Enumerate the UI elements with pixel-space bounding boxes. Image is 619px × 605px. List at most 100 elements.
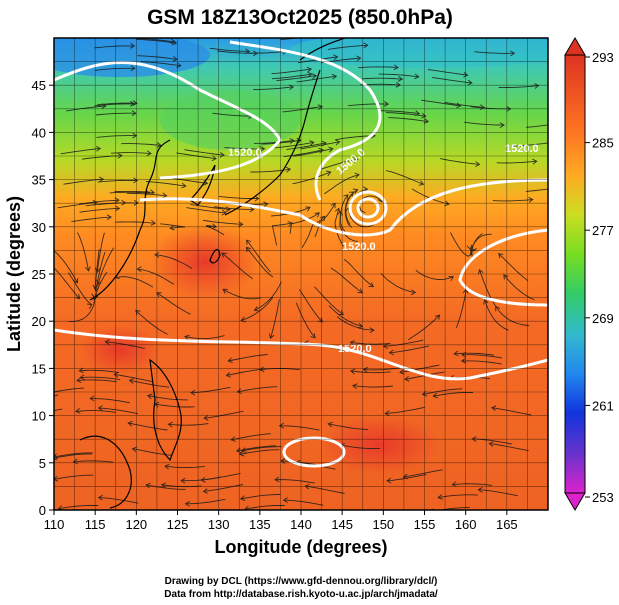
streamline-arrow [549,140,553,145]
streamline [96,232,105,273]
x-tick-label: 150 [372,517,394,532]
streamline-arrow [328,146,334,153]
streamline-arrow [349,340,355,346]
colorbar-tick-label: 269 [592,311,614,326]
streamline [184,335,225,340]
streamline [97,247,115,285]
streamline-arrow [225,371,231,378]
streamline-arrow [146,393,153,400]
streamline [498,253,529,282]
streamline-arrow [164,463,170,470]
x-tick-label: 140 [290,517,312,532]
streamline-arrow [414,73,420,80]
streamline [469,233,483,255]
streamline-arrow [423,118,430,124]
y-tick-label: 15 [32,361,46,376]
streamline-arrow [451,481,457,488]
streamline-arrow [483,299,489,305]
streamline [231,433,271,441]
streamline [168,423,209,426]
streamline [184,149,225,156]
colorbar: 293 285 277 269 261 253 [564,37,614,511]
streamline [98,407,139,415]
streamline-arrow [478,269,484,275]
streamline-arrow [287,221,294,227]
streamline [73,460,114,463]
streamline-arrow [418,180,425,186]
warm-region [80,325,160,375]
streamline [136,38,177,44]
streamline [279,425,320,431]
streamline [109,191,150,194]
streamline-arrow [466,244,473,251]
streamline-arrow [184,334,190,341]
streamline-arrow [115,205,121,212]
streamline-arrow [475,161,481,167]
streamline [115,221,156,224]
streamline [427,69,468,76]
streamline-arrow [238,221,244,228]
streamline [362,77,403,80]
streamline-arrow [238,450,245,457]
streamline [54,452,93,458]
streamline [253,139,294,144]
streamline-arrow [23,413,27,418]
streamline-arrow [146,150,152,157]
x-tick-label: 135 [249,517,271,532]
coastline-philippines [149,358,182,462]
x-axis-label: Longitude (degrees) [214,537,387,557]
colorbar-tick-label: 285 [592,136,614,151]
streamline-arrow [133,177,139,184]
streamline [274,141,314,149]
streamline [96,102,138,106]
contour-label: 1520.0 [505,143,539,155]
streamline [75,410,116,413]
streamline [54,250,78,284]
streamline [203,484,243,492]
streamline [221,252,253,280]
streamline-arrow [383,101,390,107]
streamline [154,403,195,408]
streamline-arrow [221,209,227,216]
streamline-arrow [352,383,358,389]
x-tick-label: 155 [414,517,436,532]
streamline [286,142,327,150]
streamline-arrow [104,339,110,345]
streamline-arrow [444,200,450,207]
grid-lines [54,38,548,510]
streamline-arrow [306,66,313,73]
streamline-arrow [386,477,392,484]
streamline [239,449,280,455]
streamline-arrow [499,122,505,128]
streamline-arrow [169,224,175,231]
streamline-arrow [95,145,102,152]
streamline [154,254,193,269]
streamline-arrow [200,476,206,483]
streamline-arrow [491,405,497,412]
y-tick-label: 25 [32,267,46,282]
streamline [137,268,175,285]
streamline-arrow [150,219,156,226]
streamline [498,85,539,89]
streamline [96,135,137,138]
coastline-china [89,139,171,301]
streamline [202,219,243,225]
streamline-arrow [463,71,469,78]
contour-line [54,328,548,381]
streamline [358,66,399,69]
streamline [115,276,154,288]
streamline-arrow [471,245,477,251]
streamline [79,369,120,374]
colorbar-tick-label: 261 [592,398,614,413]
streamline-arrow [310,333,316,339]
contour-label: 1520.0 [338,343,372,355]
streamline [137,55,178,60]
streamline [399,364,440,373]
streamline [271,73,312,80]
y-tick-label: 0 [39,503,46,518]
streamline-arrow [19,399,23,404]
streamline [58,504,99,510]
streamline-arrow [130,65,136,72]
credit-drawing: Drawing by DCL (https://www.gfd-dennou.o… [165,576,438,587]
